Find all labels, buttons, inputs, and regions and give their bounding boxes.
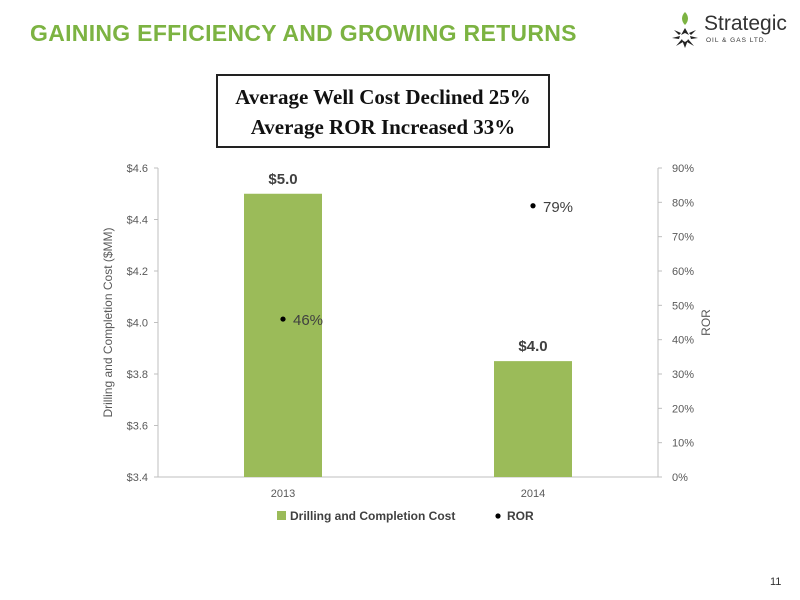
company-logo: Strategic OIL & GAS LTD. [668, 8, 796, 52]
page-title: GAINING EFFICIENCY AND GROWING RETURNS [30, 20, 577, 46]
ror-point [280, 316, 286, 322]
bar [244, 193, 322, 477]
legend-bar-label: Drilling and Completion Cost [290, 509, 455, 523]
legend-bar-swatch [277, 511, 286, 520]
right-tick-label: 20% [672, 403, 694, 415]
ror-data-label: 79% [543, 199, 573, 216]
right-tick-label: 40% [672, 335, 694, 347]
right-tick-label: 10% [672, 438, 694, 450]
right-tick-label: 80% [672, 197, 694, 209]
right-tick-label: 70% [672, 232, 694, 244]
legend-ror-label: ROR [507, 509, 534, 523]
y-axis-title: Drilling and Completion Cost ($MM) [101, 227, 115, 417]
left-tick-label: $3.4 [127, 472, 148, 484]
x-tick-label: 2014 [521, 488, 545, 500]
right-tick-label: 0% [672, 472, 688, 484]
legend-ror-marker [495, 513, 501, 519]
y2-axis-title: ROR [699, 309, 713, 336]
right-tick-label: 90% [672, 163, 694, 175]
callout-line-2: Average ROR Increased 33% [250, 115, 516, 139]
logo-name: Strategic [704, 12, 787, 35]
left-tick-label: $4.4 [127, 215, 148, 227]
callout-line-1: Average Well Cost Declined 25% [235, 85, 531, 109]
x-tick-label: 2013 [271, 488, 295, 500]
ror-point [530, 203, 536, 209]
bar [494, 361, 572, 477]
bar-data-label: $5.0 [268, 171, 297, 188]
left-tick-label: $3.8 [127, 369, 148, 381]
bar-data-label: $4.0 [518, 338, 547, 355]
page-number: 11 [770, 576, 782, 588]
left-tick-label: $4.2 [127, 266, 148, 278]
logo-subtitle: OIL & GAS LTD. [706, 37, 768, 44]
right-tick-label: 60% [672, 266, 694, 278]
callout-box: Average Well Cost Declined 25% Average R… [216, 74, 550, 148]
ror-data-label: 46% [293, 312, 323, 329]
right-tick-label: 30% [672, 369, 694, 381]
left-tick-label: $3.6 [127, 421, 148, 433]
logo-icon [672, 12, 698, 48]
right-tick-label: 50% [672, 300, 694, 312]
left-tick-label: $4.6 [127, 163, 148, 175]
left-tick-label: $4.0 [127, 318, 148, 330]
